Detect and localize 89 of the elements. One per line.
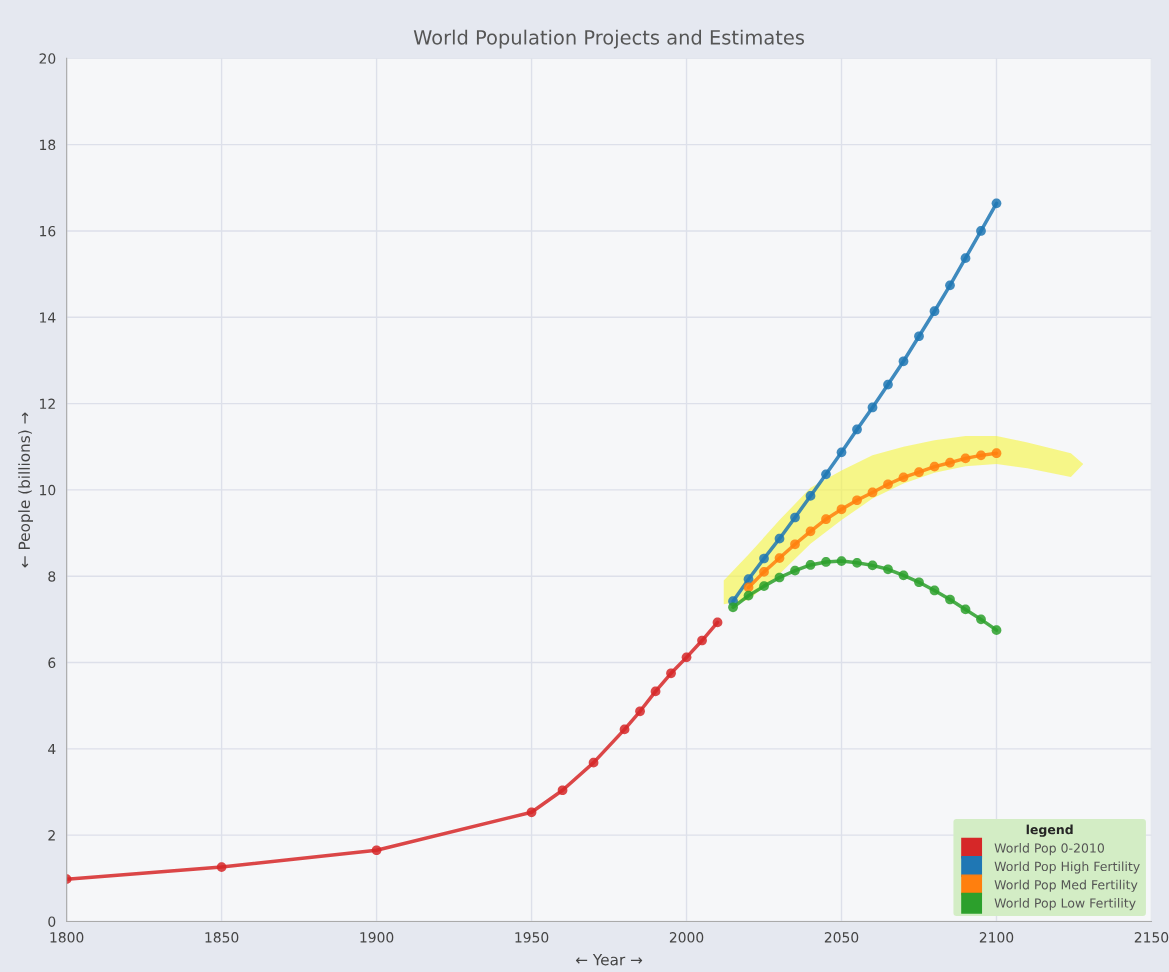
point <box>805 560 816 570</box>
point <box>774 533 785 544</box>
point <box>836 447 847 458</box>
point <box>945 594 955 605</box>
point <box>666 668 676 679</box>
point <box>790 512 800 523</box>
point <box>836 504 847 515</box>
legend-title: legend <box>1026 824 1073 837</box>
point <box>712 617 723 628</box>
y-tick-label: 2 <box>48 830 55 841</box>
x-tick-label: 2000 <box>669 932 704 943</box>
x-tick-label: 1850 <box>205 932 239 943</box>
point <box>898 356 909 367</box>
point <box>790 539 800 550</box>
point <box>557 785 568 796</box>
y-tick-label: 6 <box>48 657 56 668</box>
legend-label: World Pop Low Fertility <box>994 898 1136 911</box>
y-tick-label: 20 <box>39 53 56 64</box>
point <box>836 556 847 566</box>
point <box>867 560 878 571</box>
point <box>976 226 986 236</box>
legend-label: World Pop Med Fertility <box>994 879 1138 892</box>
point <box>759 581 769 591</box>
point <box>774 572 785 583</box>
point <box>635 706 645 717</box>
point <box>991 625 1002 636</box>
point <box>759 567 769 577</box>
point <box>960 453 971 464</box>
point <box>852 424 862 435</box>
y-tick-label: 14 <box>40 312 56 323</box>
chart-title: World Population Projects and Estimates <box>413 29 805 49</box>
x-tick-label: 2100 <box>979 932 1014 943</box>
point <box>867 402 878 413</box>
point <box>960 253 971 263</box>
point <box>976 614 986 625</box>
point <box>526 807 537 818</box>
point <box>821 514 831 525</box>
point <box>914 577 924 588</box>
point <box>371 845 382 856</box>
point <box>945 457 955 468</box>
point <box>929 585 940 596</box>
x-axis-title: ← Year → <box>575 954 643 966</box>
point <box>790 565 800 576</box>
y-tick-label: 8 <box>48 571 56 582</box>
y-axis-title: ← People (billions) → <box>18 412 33 568</box>
y-tick-label: 4 <box>48 743 56 755</box>
y-tick-label: 16 <box>40 225 56 237</box>
point <box>743 590 754 601</box>
y-tick-label: 18 <box>40 139 56 151</box>
point <box>867 487 878 498</box>
point <box>898 472 909 483</box>
point <box>898 570 909 581</box>
point <box>821 469 831 480</box>
legend-label: World Pop High Fertility <box>994 861 1140 874</box>
point <box>216 862 227 872</box>
point <box>728 602 738 613</box>
point <box>960 604 971 615</box>
point <box>821 557 831 567</box>
point <box>976 450 986 461</box>
point <box>852 495 862 506</box>
point <box>945 280 955 291</box>
point <box>852 557 862 568</box>
point <box>697 635 707 646</box>
point <box>991 198 1002 209</box>
point <box>805 526 816 537</box>
point <box>883 479 893 490</box>
x-tick-label: 2050 <box>824 932 859 943</box>
point <box>774 553 785 563</box>
point <box>883 564 893 575</box>
point <box>929 461 940 472</box>
y-tick-label: 10 <box>40 484 56 496</box>
point <box>681 652 692 663</box>
x-tick-label: 2150 <box>1134 932 1169 943</box>
point <box>805 491 816 501</box>
point <box>914 331 924 342</box>
point <box>883 379 893 390</box>
y-tick-label: 12 <box>40 398 55 409</box>
y-tick-label: 0 <box>48 916 56 927</box>
point <box>914 467 924 478</box>
point <box>929 306 940 317</box>
legend-label: World Pop 0-2010 <box>994 843 1105 856</box>
point <box>991 448 1002 459</box>
x-tick-label: 1950 <box>515 932 549 943</box>
x-tick-label: 1900 <box>360 932 394 943</box>
point <box>650 686 661 697</box>
point <box>588 757 599 768</box>
point <box>759 553 769 564</box>
point <box>619 724 630 735</box>
x-tick-label: 1800 <box>50 932 84 943</box>
